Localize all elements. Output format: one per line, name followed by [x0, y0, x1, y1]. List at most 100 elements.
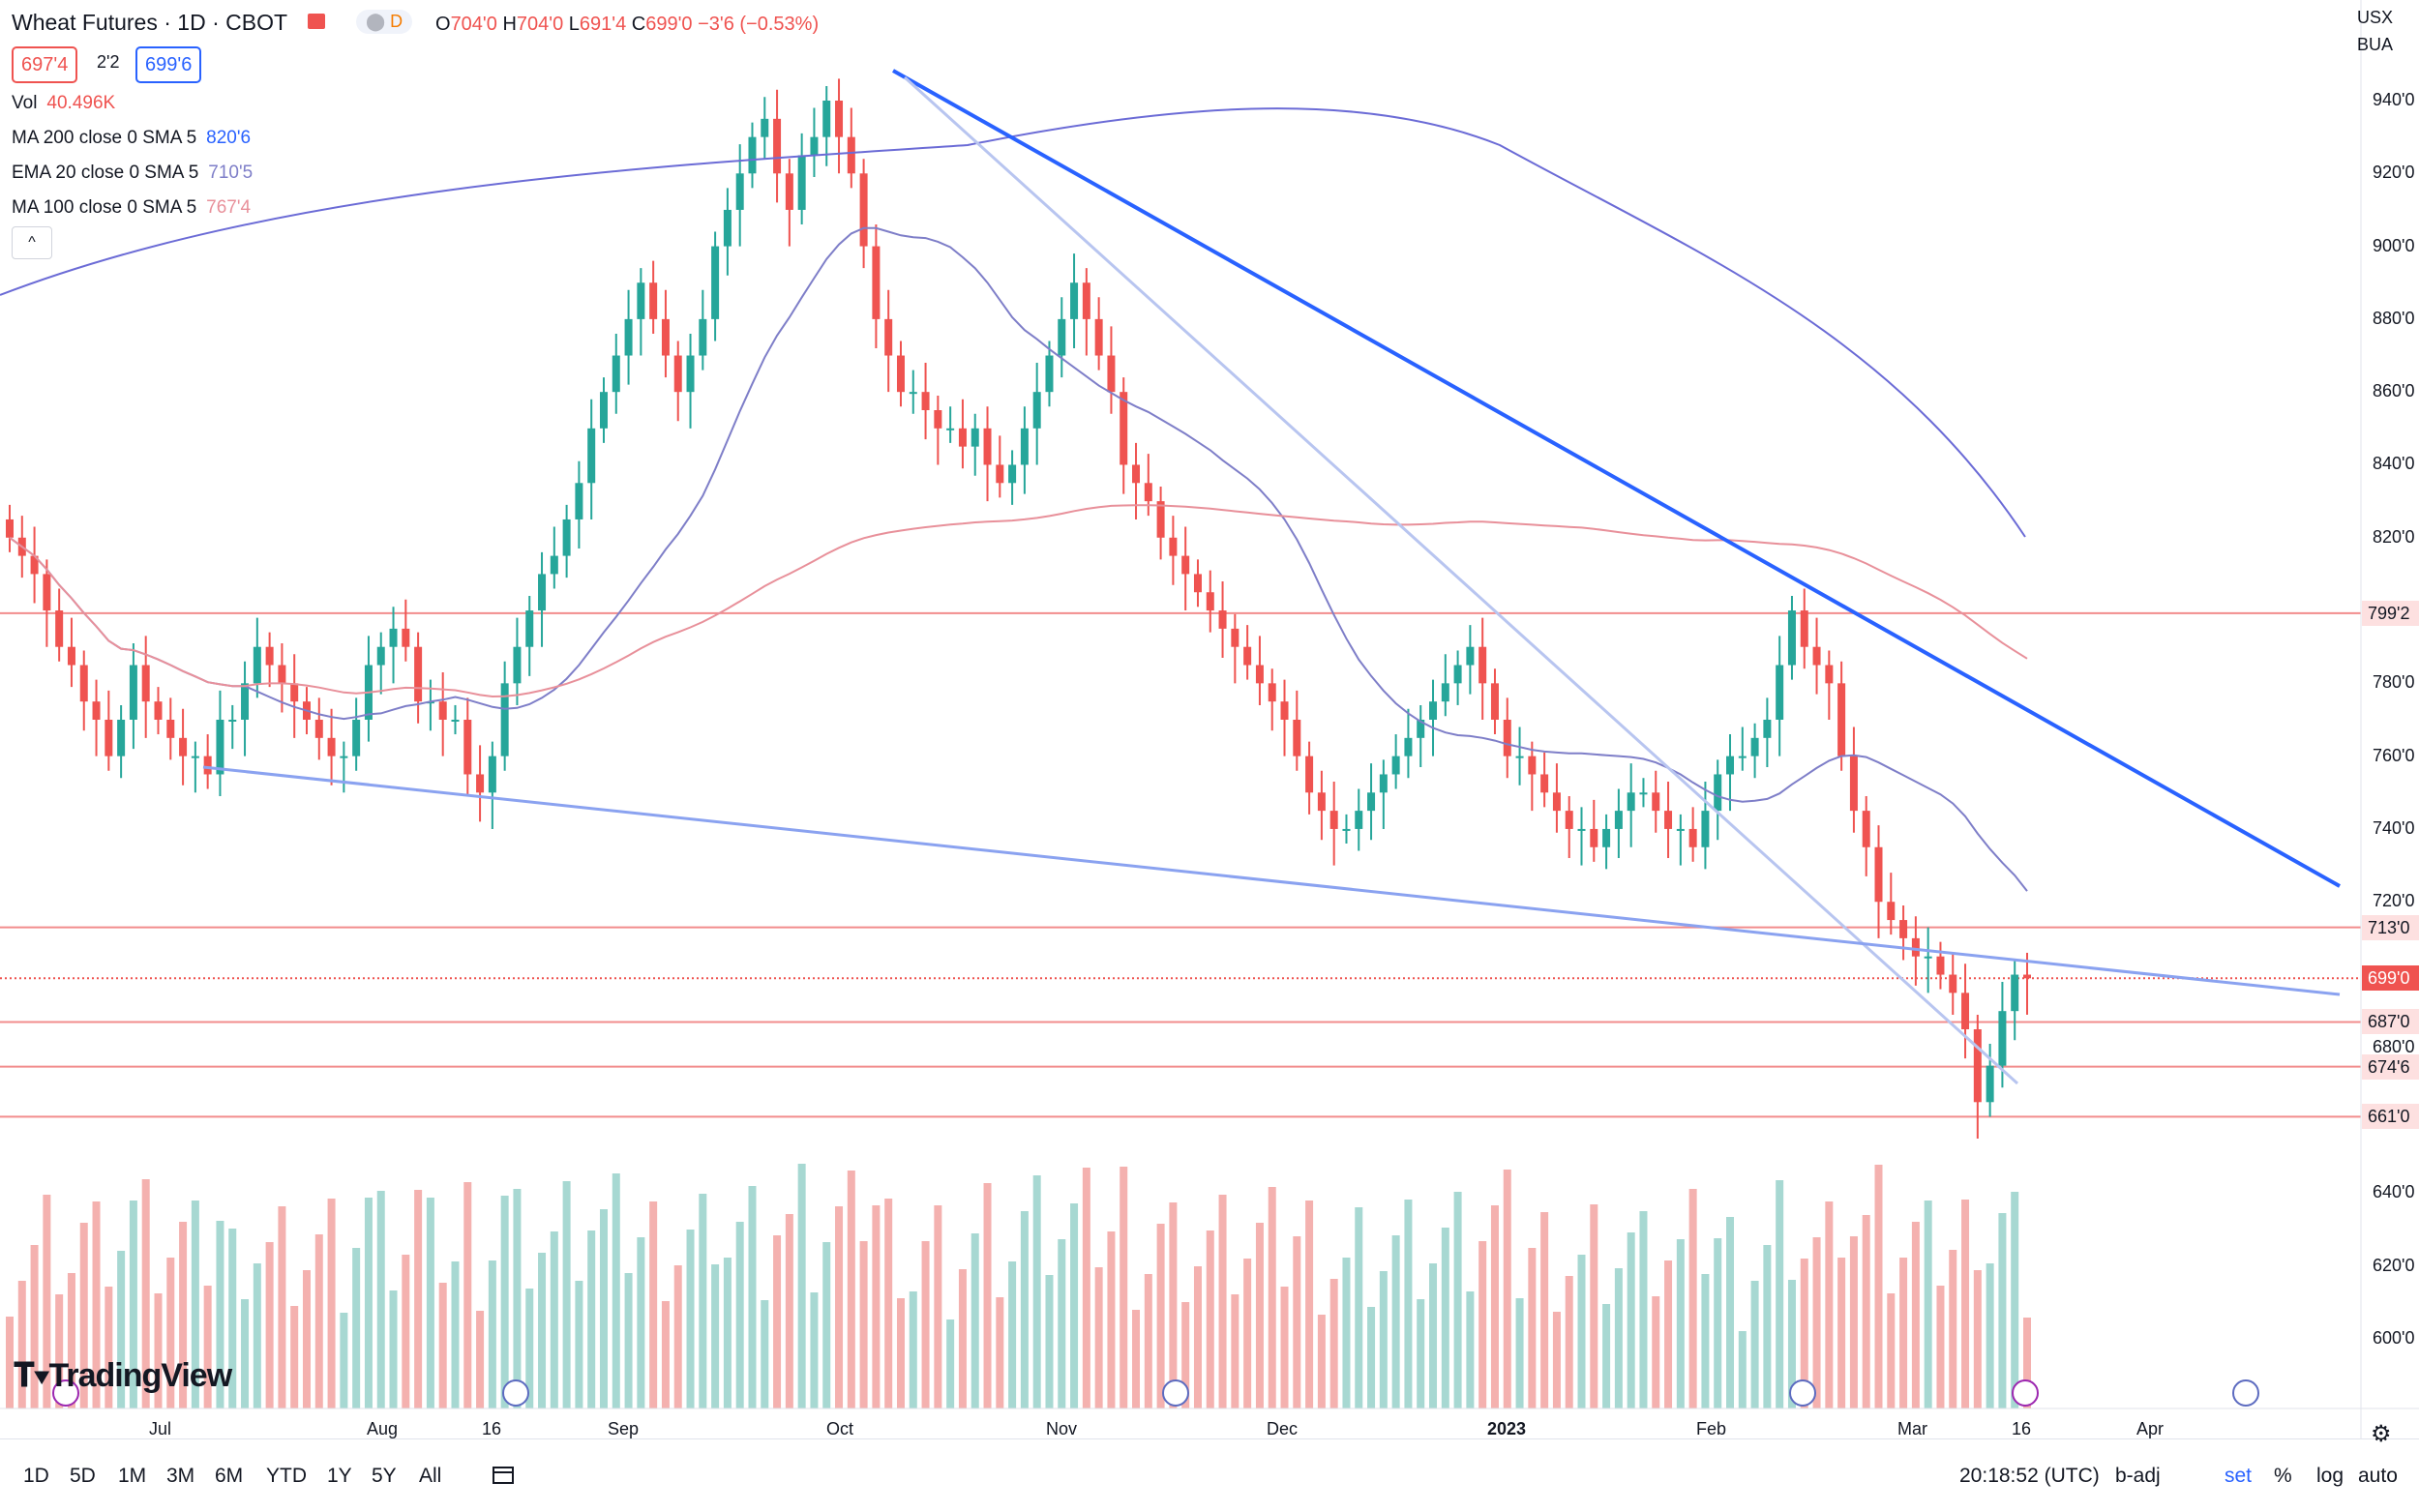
bid-button[interactable]: 697'4	[12, 46, 78, 83]
volume-bar	[302, 1270, 311, 1408]
volume-bar	[1094, 1267, 1103, 1408]
price-line-tag: 674'6	[2362, 1053, 2419, 1080]
volume-bar	[587, 1230, 596, 1408]
indicator-vol[interactable]: Vol 40.496K	[12, 93, 115, 114]
bid-value: 697'4	[21, 54, 69, 75]
volume-bar	[1750, 1281, 1759, 1408]
candle-body	[748, 136, 757, 174]
candle-body	[513, 646, 522, 684]
candle-body	[1552, 792, 1561, 812]
collapse-legend-button[interactable]: ^	[12, 226, 52, 259]
candle-body	[1652, 792, 1660, 812]
control-percent[interactable]: %	[2274, 1465, 2292, 1487]
event-icon	[2232, 1379, 2259, 1407]
volume-bar	[1862, 1215, 1870, 1408]
indicator-name: MA 200 close 0 SMA 5	[12, 128, 197, 148]
timeframe-1d[interactable]: 1D	[23, 1465, 49, 1487]
volume-bar	[686, 1230, 695, 1408]
control-b-adj[interactable]: b-adj	[2115, 1465, 2161, 1487]
timeframe-all[interactable]: All	[419, 1465, 442, 1487]
volume-bar	[1973, 1270, 1982, 1408]
volume-bar	[1243, 1259, 1252, 1408]
timeframe-ytd[interactable]: YTD	[266, 1465, 307, 1487]
unit-label[interactable]: BUA	[2357, 35, 2394, 54]
candle-body	[1231, 628, 1239, 647]
candle-body	[1961, 993, 1970, 1029]
candle-body	[1936, 956, 1945, 975]
timeframe-5d[interactable]: 5D	[70, 1465, 96, 1487]
volume-bar	[896, 1298, 905, 1408]
timeframe-5y[interactable]: 5Y	[372, 1465, 397, 1487]
volume-bar	[649, 1201, 658, 1408]
candle-body	[1379, 774, 1388, 793]
volume-bar	[17, 1281, 26, 1408]
candle-body	[154, 701, 163, 720]
badge-pill[interactable]: ⬤ D	[356, 10, 413, 34]
candlesticks	[6, 78, 2031, 1139]
volume-bar	[265, 1242, 274, 1408]
indicator-ma200[interactable]: MA 200 close 0 SMA 5 820'6	[12, 128, 251, 149]
volume-bar	[699, 1194, 707, 1408]
control-log[interactable]: log	[2316, 1465, 2344, 1487]
candle-body	[934, 410, 942, 429]
currency-label[interactable]: USX	[2357, 8, 2394, 27]
volume-bar	[1329, 1279, 1338, 1408]
volume-bar	[129, 1201, 137, 1408]
candle-body	[1565, 811, 1573, 829]
volume-bar	[488, 1260, 496, 1408]
indicator-value: 767'4	[206, 197, 252, 218]
volume-bar	[79, 1223, 88, 1408]
event-icon	[1162, 1379, 1189, 1407]
candle-body	[43, 574, 51, 611]
volume-bar	[723, 1258, 732, 1408]
candle-body	[1355, 811, 1363, 829]
volume-bar	[983, 1183, 992, 1408]
gear-icon[interactable]: ⚙	[2371, 1421, 2392, 1447]
volume-bar	[1776, 1180, 1784, 1408]
indicator-name: EMA 20 close 0 SMA 5	[12, 163, 199, 183]
moving-averages	[0, 107, 2028, 892]
candle-body	[699, 318, 707, 356]
clock-readout[interactable]: 20:18:52 (UTC)	[1959, 1465, 2100, 1487]
volume-bar	[451, 1261, 460, 1408]
ask-button[interactable]: 699'6	[135, 46, 202, 83]
flag-icon[interactable]	[308, 14, 325, 29]
volume-bar	[859, 1241, 868, 1408]
volume-bar	[1887, 1293, 1896, 1408]
timeframe-6m[interactable]: 6M	[215, 1465, 244, 1487]
candle-body	[141, 665, 150, 702]
volume-bar	[1614, 1268, 1623, 1408]
candle-body	[278, 665, 286, 684]
volume-bar	[1688, 1189, 1697, 1408]
candle-body	[1887, 902, 1896, 921]
candle-body	[822, 101, 831, 137]
volume-bar	[1676, 1239, 1685, 1408]
indicator-ema20[interactable]: EMA 20 close 0 SMA 5 710'5	[12, 163, 253, 184]
symbol-title[interactable]: Wheat Futures · 1D · CBOT	[12, 10, 287, 36]
volume-bar	[1193, 1266, 1202, 1408]
control-auto[interactable]: auto	[2358, 1465, 2398, 1487]
candle-body	[884, 318, 893, 356]
volume-bar	[1515, 1298, 1524, 1408]
candle-body	[1812, 646, 1821, 666]
candle-body	[538, 574, 547, 611]
price-axis-label: 840'0	[2373, 454, 2415, 474]
control-set[interactable]: set	[2225, 1465, 2253, 1487]
timeframe-3m[interactable]: 3M	[166, 1465, 195, 1487]
volume-bar	[550, 1231, 558, 1408]
volume-bar	[1120, 1167, 1128, 1408]
price-axis-label: 720'0	[2373, 891, 2415, 911]
price-axis-label: 740'0	[2373, 817, 2415, 838]
volume-bar	[1825, 1201, 1834, 1408]
tradingview-logo[interactable]: 𝐓▾TradingView	[14, 1357, 232, 1395]
timeframe-1y[interactable]: 1Y	[327, 1465, 352, 1487]
date-range-icon[interactable]	[491, 1463, 516, 1484]
candle-body	[6, 519, 14, 538]
timeframe-1m[interactable]: 1M	[118, 1465, 147, 1487]
indicator-ma100[interactable]: MA 100 close 0 SMA 5 767'4	[12, 197, 251, 219]
volume-bar	[364, 1198, 373, 1408]
volume-bar	[1590, 1204, 1598, 1408]
volume-bar	[1528, 1248, 1537, 1408]
volume-bar	[624, 1273, 633, 1408]
